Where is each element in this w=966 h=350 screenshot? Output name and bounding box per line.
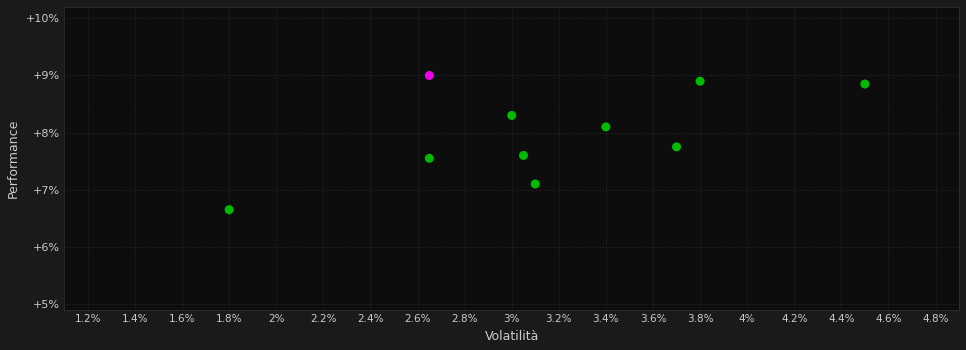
Point — [857, 81, 872, 87]
X-axis label: Volatilità: Volatilità — [485, 330, 539, 343]
Point — [421, 155, 437, 161]
Point — [421, 73, 437, 78]
Y-axis label: Performance: Performance — [7, 119, 20, 198]
Point — [516, 153, 531, 158]
Point — [598, 124, 613, 130]
Point — [693, 78, 708, 84]
Point — [527, 181, 543, 187]
Point — [504, 113, 520, 118]
Point — [221, 207, 237, 212]
Point — [668, 144, 684, 150]
